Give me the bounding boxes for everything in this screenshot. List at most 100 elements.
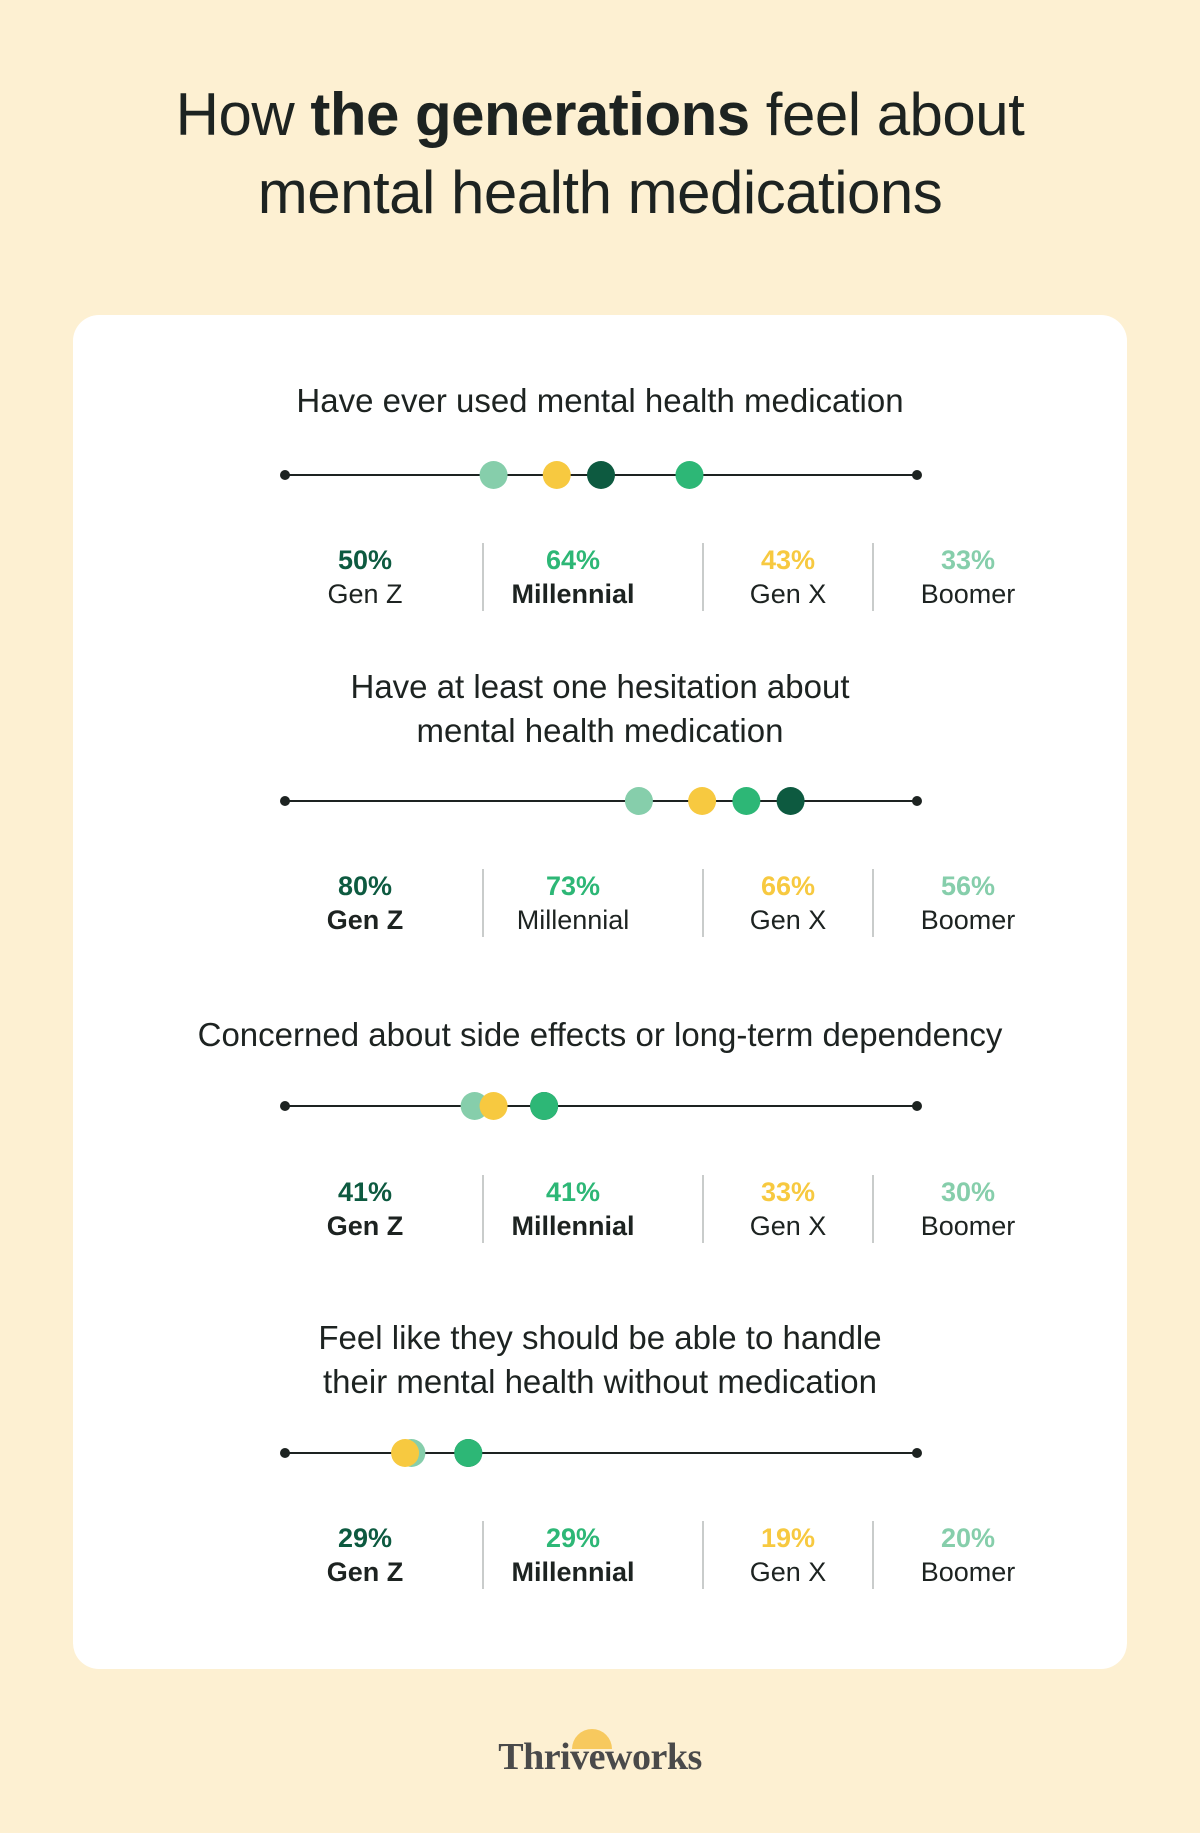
column-divider: [872, 543, 874, 611]
data-point-gen-z: [776, 787, 805, 815]
generation-label: Boomer: [920, 1211, 1016, 1241]
chart-card: Have ever used mental health medication …: [73, 315, 1127, 1669]
dot-plot-svg: [280, 461, 922, 489]
data-point-millennial: [454, 1439, 483, 1467]
page-title: How the generations feel about mental he…: [0, 76, 1200, 232]
data-point-gen-x: [542, 461, 571, 489]
generation-label: Boomer: [920, 1557, 1016, 1587]
section-title: Feel like they should be able to handle …: [73, 1316, 1127, 1404]
generation-label: Millennial: [511, 579, 635, 609]
section-title-line: Have ever used mental health medication: [296, 382, 904, 419]
percent-label: 80%: [337, 871, 393, 901]
data-point-boomer: [624, 787, 653, 815]
generation-label: Millennial: [511, 1211, 635, 1241]
axis-end-point: [912, 796, 922, 806]
stat-millennial: 41% Millennial: [493, 1175, 653, 1245]
generation-label: Millennial: [516, 905, 630, 935]
axis-end-point: [912, 1101, 922, 1111]
title-plain: How: [175, 81, 311, 148]
column-divider: [702, 869, 704, 937]
generation-label: Gen X: [749, 1211, 827, 1241]
generation-label: Boomer: [920, 905, 1016, 935]
percent-label: 29%: [545, 1523, 601, 1553]
data-point-millennial: [675, 461, 704, 489]
column-divider: [872, 1521, 874, 1589]
section-title: Have ever used mental health medication: [73, 379, 1127, 423]
stat-gen-x: 66% Gen X: [708, 869, 868, 939]
data-point-gen-x: [479, 1092, 508, 1120]
data-point-millennial: [530, 1092, 559, 1120]
stat-millennial: 29% Millennial: [493, 1521, 653, 1591]
percent-label: 41%: [545, 1177, 601, 1207]
stat-gen-x: 43% Gen X: [708, 543, 868, 613]
percent-label: 30%: [940, 1177, 996, 1207]
stat-gen-z: 80% Gen Z: [285, 869, 445, 939]
dot-plot: [280, 455, 922, 495]
column-divider: [482, 869, 484, 937]
section-title-line-2: their mental health without medication: [323, 1363, 877, 1400]
stat-millennial: 73% Millennial: [493, 869, 653, 939]
percent-label: 33%: [760, 1177, 816, 1207]
column-divider: [872, 1175, 874, 1243]
axis-start-point: [280, 470, 290, 480]
stat-boomer: 56% Boomer: [888, 869, 1048, 939]
generation-label: Gen X: [749, 1557, 827, 1587]
percent-label: 29%: [337, 1523, 393, 1553]
column-divider: [872, 869, 874, 937]
percent-label: 66%: [760, 871, 816, 901]
data-point-gen-z: [587, 461, 615, 489]
generation-label: Gen X: [749, 905, 827, 935]
axis-start-point: [280, 796, 290, 806]
stat-gen-z: 50% Gen Z: [285, 543, 445, 613]
generation-label: Gen Z: [326, 1557, 404, 1587]
percent-label: 20%: [940, 1523, 996, 1553]
stat-gen-z: 41% Gen Z: [285, 1175, 445, 1245]
stat-boomer: 33% Boomer: [888, 543, 1048, 613]
section-title: Concerned about side effects or long-ter…: [73, 1013, 1127, 1057]
logo-text: Thriveworks: [498, 1736, 702, 1778]
column-divider: [482, 1521, 484, 1589]
stat-millennial: 64% Millennial: [493, 543, 653, 613]
data-point-gen-x: [688, 787, 717, 815]
stat-gen-x: 19% Gen X: [708, 1521, 868, 1591]
percent-label: 19%: [760, 1523, 816, 1553]
axis-end-point: [912, 1448, 922, 1458]
column-divider: [702, 1521, 704, 1589]
stat-gen-x: 33% Gen X: [708, 1175, 868, 1245]
generation-label: Millennial: [511, 1557, 635, 1587]
section-title-line-1: Have at least one hesitation about: [350, 668, 850, 705]
axis-start-point: [280, 1101, 290, 1111]
section-title: Have at least one hesitation about menta…: [73, 665, 1127, 753]
column-divider: [702, 1175, 704, 1243]
generation-label: Gen X: [749, 579, 827, 609]
thriveworks-logo: Thriveworks: [0, 1729, 1200, 1779]
dot-plot: [280, 1086, 922, 1126]
percent-label: 56%: [940, 871, 996, 901]
generation-label: Boomer: [920, 579, 1016, 609]
title-rest: feel about: [749, 81, 1025, 148]
percent-label: 73%: [545, 871, 601, 901]
percent-label: 41%: [337, 1177, 393, 1207]
percent-label: 64%: [545, 545, 601, 575]
stats-row: 50% Gen Z 64% Millennial 43% Gen X 33% Boomer: [253, 543, 1015, 613]
section-title-line-2: mental health medication: [416, 712, 784, 749]
data-point-boomer: [479, 461, 508, 489]
column-divider: [482, 1175, 484, 1243]
column-divider: [702, 543, 704, 611]
percent-label: 33%: [940, 545, 996, 575]
percent-label: 43%: [760, 545, 816, 575]
section-title-line: Concerned about side effects or long-ter…: [197, 1016, 1003, 1053]
dot-plot-svg: [280, 787, 922, 815]
dot-plot: [280, 781, 922, 821]
generation-label: Gen Z: [326, 905, 404, 935]
stats-row: 80% Gen Z 73% Millennial 66% Gen X 56% Boomer: [253, 869, 1015, 939]
stat-boomer: 20% Boomer: [888, 1521, 1048, 1591]
stat-boomer: 30% Boomer: [888, 1175, 1048, 1245]
percent-label: 50%: [337, 545, 393, 575]
axis-end-point: [912, 470, 922, 480]
axis-start-point: [280, 1448, 290, 1458]
generation-label: Gen Z: [327, 579, 403, 609]
data-point-gen-x: [391, 1439, 420, 1467]
generation-label: Gen Z: [326, 1211, 404, 1241]
title-line2: mental health medications: [257, 159, 943, 226]
